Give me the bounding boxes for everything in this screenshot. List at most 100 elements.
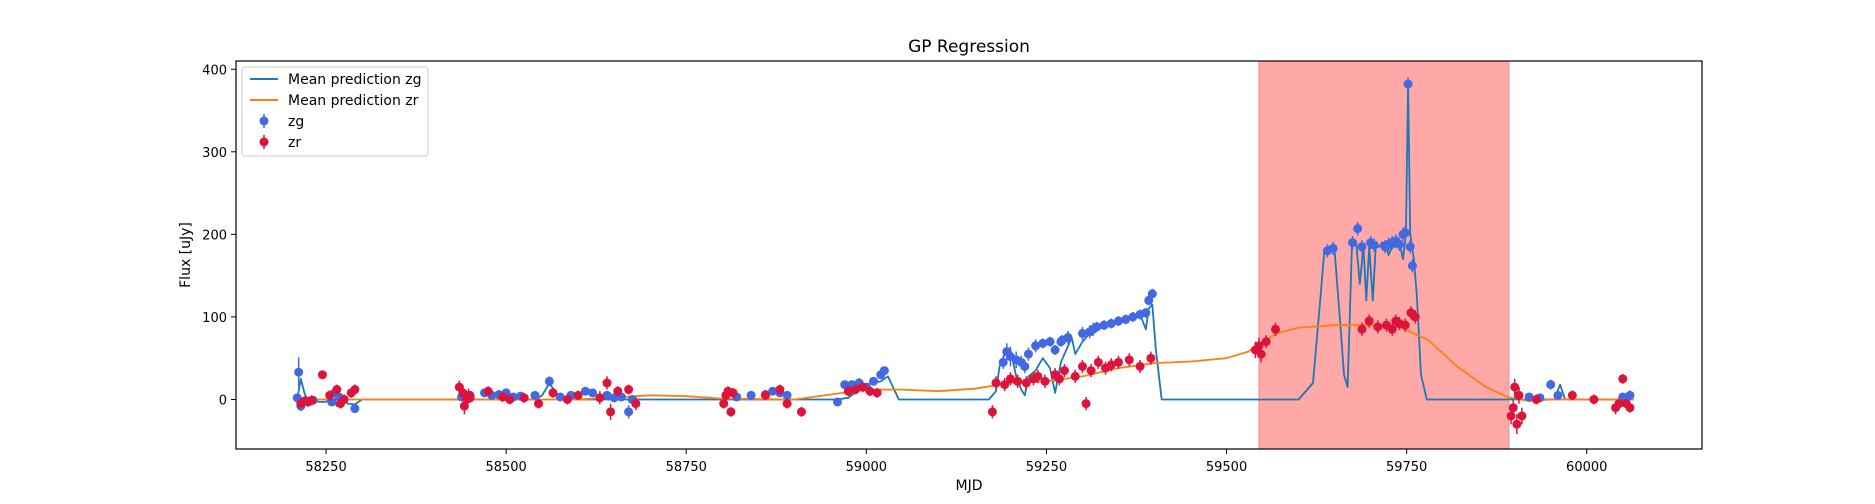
shaded-region-layer [1258,60,1510,450]
y-tick-label: 200 [202,228,227,243]
zg-point [530,390,540,400]
zg-point [1031,339,1041,353]
zg-marker [1407,261,1417,271]
zg-marker [1524,392,1534,402]
zg-point [588,388,598,398]
zr-marker [317,370,327,380]
zr-marker [1271,324,1281,334]
zr-point [624,384,634,395]
zr-marker [350,385,360,395]
zr-marker [1086,366,1096,376]
zr-point [1033,369,1043,383]
zr-marker [1005,374,1015,384]
zg-point [879,366,889,376]
zg-point [1353,221,1363,236]
zr-marker [606,407,616,417]
zg-point [746,390,756,400]
zr-point [1271,322,1281,336]
zr-point [498,392,508,402]
zr-marker [1400,320,1410,330]
zr-point [1021,376,1031,390]
zg-marker [1144,295,1154,305]
zr-marker [1070,371,1080,381]
plot-frame [235,60,1703,450]
zr-point [1261,335,1271,349]
zr-marker [534,399,544,409]
zg-point [1400,226,1410,240]
zr-point [1256,345,1266,363]
zg-point [294,357,304,388]
shaded-region [1258,60,1510,450]
zr-point [1410,310,1420,324]
zr-marker [991,378,1001,388]
zr-marker [1387,324,1397,334]
chart-title: GP Regression [908,37,1030,57]
zr-point [843,386,853,397]
zg-point [1050,344,1060,355]
zg-point [1077,326,1087,341]
x-axis: 58250 58500 58750 59000 59250 59500 59750 60000 [305,449,1607,475]
zg-marker [1038,338,1048,348]
zg-point [1063,330,1073,345]
zg-point [1625,390,1635,401]
zg-point [1113,316,1123,326]
zg-point [1618,392,1628,402]
zr-point [465,392,475,403]
zr-marker [1077,361,1087,371]
zg-point [602,390,612,400]
zg-marker [1403,79,1413,89]
legend-label-zg: zg [288,114,304,130]
y-tick-label: 100 [202,311,227,326]
zr-point [613,386,623,397]
zr-point [1400,318,1410,332]
zr-marker [851,385,861,395]
zr-marker [1059,366,1069,376]
zr-marker [1410,312,1420,322]
zg-marker [1546,380,1556,390]
zr-point [1387,322,1397,336]
zg-marker [1405,242,1415,252]
zr-marker [1567,390,1577,400]
zr-marker [562,394,572,404]
zr-marker [872,388,882,398]
zr-point [1135,359,1145,374]
zg-point [1128,311,1138,322]
zr-point [1005,372,1015,386]
zg-point [1328,241,1338,255]
zg-point [1020,359,1030,374]
zr-marker [728,388,738,398]
x-axis-label: MJD [956,478,983,494]
zg-marker [833,397,843,407]
zg-marker [602,390,612,400]
zr-point [797,406,807,417]
zg-marker [1625,390,1635,400]
zg-marker [1121,314,1131,324]
zr-marker [1054,374,1064,384]
zr-point [1059,363,1069,378]
zr-point [775,384,785,395]
zr-point [307,395,317,406]
zr-point [1357,322,1367,336]
zr-marker [1106,360,1116,370]
zr-marker [519,393,529,403]
zg-marker [1050,345,1060,355]
zg-marker [588,388,598,398]
zr-point [1013,374,1023,388]
zg-point [1121,314,1131,325]
zr-point [562,394,572,405]
zg-point [624,405,634,419]
y-tick-label: 300 [202,146,227,161]
zr-marker [1517,411,1527,421]
zg-point [998,355,1008,369]
zr-marker [1040,376,1050,386]
zr-marker [602,378,612,388]
zg-point [1524,392,1534,402]
zr-point [728,387,738,398]
zg-marker [1618,392,1628,402]
zr-marker [1510,382,1520,392]
zr-point [865,386,875,397]
zr-marker [775,385,785,395]
zg-marker [1369,240,1379,250]
x-tick-label: 59000 [846,460,887,475]
